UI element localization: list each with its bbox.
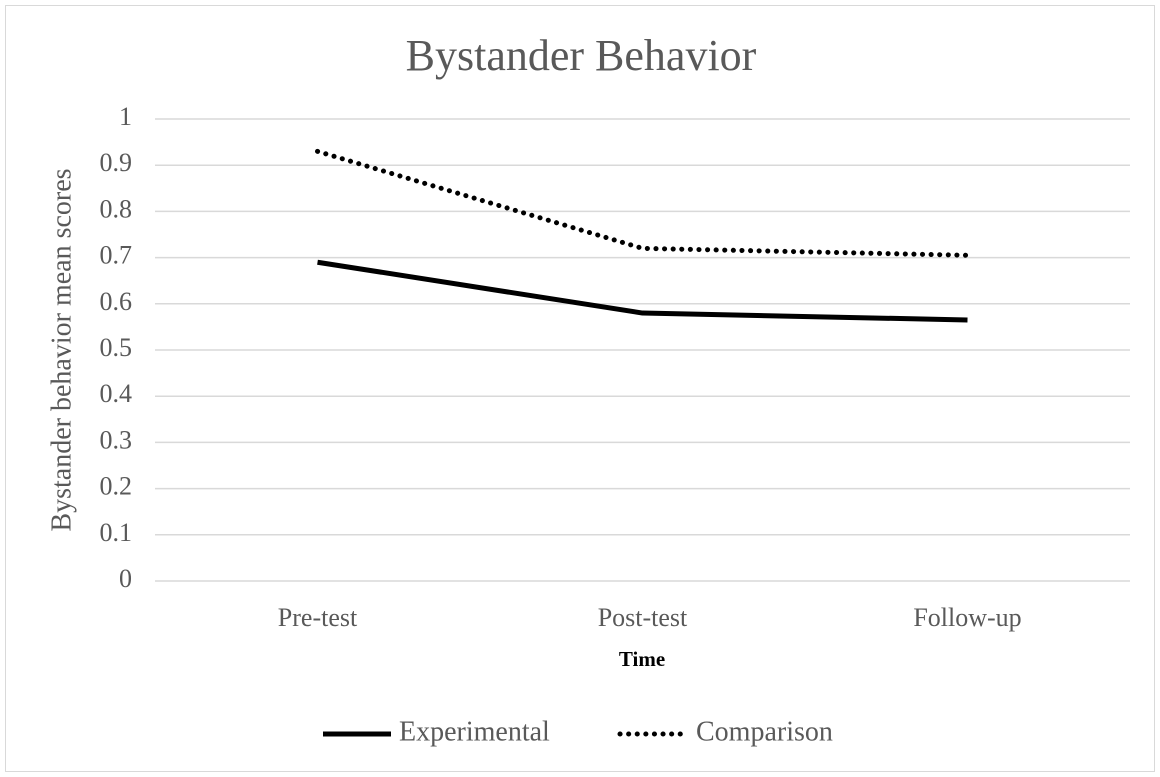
y-tick-label: 0.9 [100,148,133,177]
x-tick-label: Follow-up [913,603,1021,632]
data-line [317,259,968,323]
y-tick-label: 0.8 [100,194,133,223]
chart-title: Bystander Behavior [406,31,757,80]
y-tick-label: 1 [119,102,132,131]
y-tick-label: 0.2 [100,472,133,501]
x-tick-label: Pre-test [278,603,358,632]
y-tick-label: 0.7 [100,241,133,270]
chart-border [5,5,1155,772]
data-line [315,148,970,258]
legend-label: Comparison [696,716,833,747]
y-tick-label: 0.4 [100,379,133,408]
x-axis-label: Time [619,647,665,671]
y-tick-label: 0.3 [100,425,133,454]
y-tick-label: 0.1 [100,518,133,547]
y-tick-label: 0.5 [100,333,133,362]
x-tick-label: Post-test [598,603,688,632]
legend-label: Experimental [399,716,550,747]
y-axis-label: Bystander behavior mean scores [46,168,77,531]
y-tick-label: 0.6 [100,287,133,316]
y-tick-label: 0 [119,564,132,593]
